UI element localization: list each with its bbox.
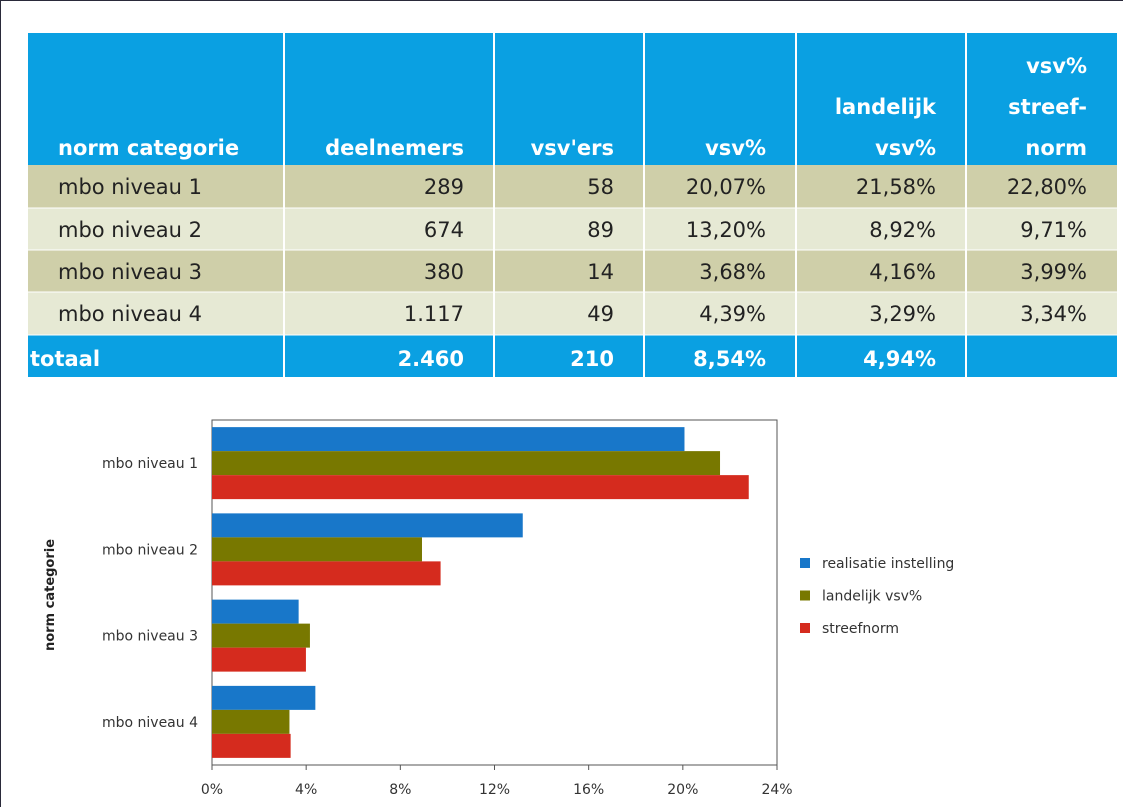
column-header: vsv% xyxy=(1026,54,1087,78)
table-cell: 58 xyxy=(587,175,614,199)
column-header: landelijk xyxy=(835,95,937,119)
table-row-bg xyxy=(28,208,1117,250)
table-cell: 21,58% xyxy=(856,175,936,199)
bar xyxy=(212,513,523,538)
table-cell: 674 xyxy=(424,218,464,242)
total-cell: totaal xyxy=(30,347,100,371)
bar xyxy=(212,537,422,562)
table-cell: 4,16% xyxy=(869,260,936,284)
legend-swatch xyxy=(800,623,810,633)
table-cell: 4,39% xyxy=(699,302,766,326)
x-tick-label: 0% xyxy=(201,782,223,798)
column-header: vsv'ers xyxy=(531,136,614,160)
table-cell: 9,71% xyxy=(1020,218,1087,242)
table-cell: 3,29% xyxy=(869,302,936,326)
total-cell: 2.460 xyxy=(398,347,464,371)
y-tick-label: mbo niveau 3 xyxy=(102,629,198,645)
x-tick-label: 8% xyxy=(389,782,411,798)
table-cell: mbo niveau 1 xyxy=(58,175,202,199)
table-cell: mbo niveau 2 xyxy=(58,218,202,242)
total-cell: 4,94% xyxy=(863,347,936,371)
bar xyxy=(212,475,749,500)
bar xyxy=(212,561,441,586)
table-cell: 8,92% xyxy=(869,218,936,242)
total-cell: 8,54% xyxy=(693,347,766,371)
table-cell: 14 xyxy=(587,260,614,284)
column-header: vsv% xyxy=(875,136,936,160)
bar xyxy=(212,623,310,648)
table-cell: 22,80% xyxy=(1007,175,1087,199)
table-cell: 3,34% xyxy=(1020,302,1087,326)
bar xyxy=(212,599,299,624)
table-cell: 20,07% xyxy=(686,175,766,199)
table-cell: mbo niveau 3 xyxy=(58,260,202,284)
bar xyxy=(212,451,721,476)
bar xyxy=(212,427,685,452)
bar xyxy=(212,647,306,672)
column-header: norm xyxy=(1025,136,1087,160)
column-header: vsv% xyxy=(705,136,766,160)
legend-label: realisatie instelling xyxy=(822,556,954,572)
table-cell: 1.117 xyxy=(404,302,464,326)
y-tick-label: mbo niveau 4 xyxy=(102,715,198,731)
legend-swatch xyxy=(800,558,810,568)
table-cell: 13,20% xyxy=(686,218,766,242)
x-tick-label: 24% xyxy=(761,782,792,798)
table-row-bg xyxy=(28,165,1117,208)
x-tick-label: 12% xyxy=(479,782,510,798)
y-tick-label: mbo niveau 2 xyxy=(102,542,198,558)
table-cell: 89 xyxy=(587,218,614,242)
bar xyxy=(212,709,290,734)
legend-swatch xyxy=(800,590,810,601)
bar xyxy=(212,733,291,758)
x-tick-label: 20% xyxy=(667,782,698,798)
y-tick-label: mbo niveau 1 xyxy=(102,456,198,472)
table-cell: 380 xyxy=(424,260,464,284)
table-cell: mbo niveau 4 xyxy=(58,302,202,326)
y-axis-label: norm categorie xyxy=(43,539,58,651)
table-total-bg xyxy=(28,335,1117,377)
column-header: deelnemers xyxy=(325,136,464,160)
bar xyxy=(212,685,316,710)
table-cell: 49 xyxy=(587,302,614,326)
table-header-bg xyxy=(28,33,1117,165)
x-tick-label: 16% xyxy=(573,782,604,798)
legend-label: landelijk vsv% xyxy=(822,589,922,605)
table-cell: 289 xyxy=(424,175,464,199)
table-cell: 3,68% xyxy=(699,260,766,284)
table-row-bg xyxy=(28,250,1117,292)
column-header: streef- xyxy=(1008,95,1087,119)
column-header: norm categorie xyxy=(58,136,239,160)
table-cell: 3,99% xyxy=(1020,260,1087,284)
table-row-bg xyxy=(28,292,1117,335)
total-cell: 210 xyxy=(570,347,614,371)
legend-label: streefnorm xyxy=(822,621,899,637)
x-tick-label: 4% xyxy=(295,782,317,798)
